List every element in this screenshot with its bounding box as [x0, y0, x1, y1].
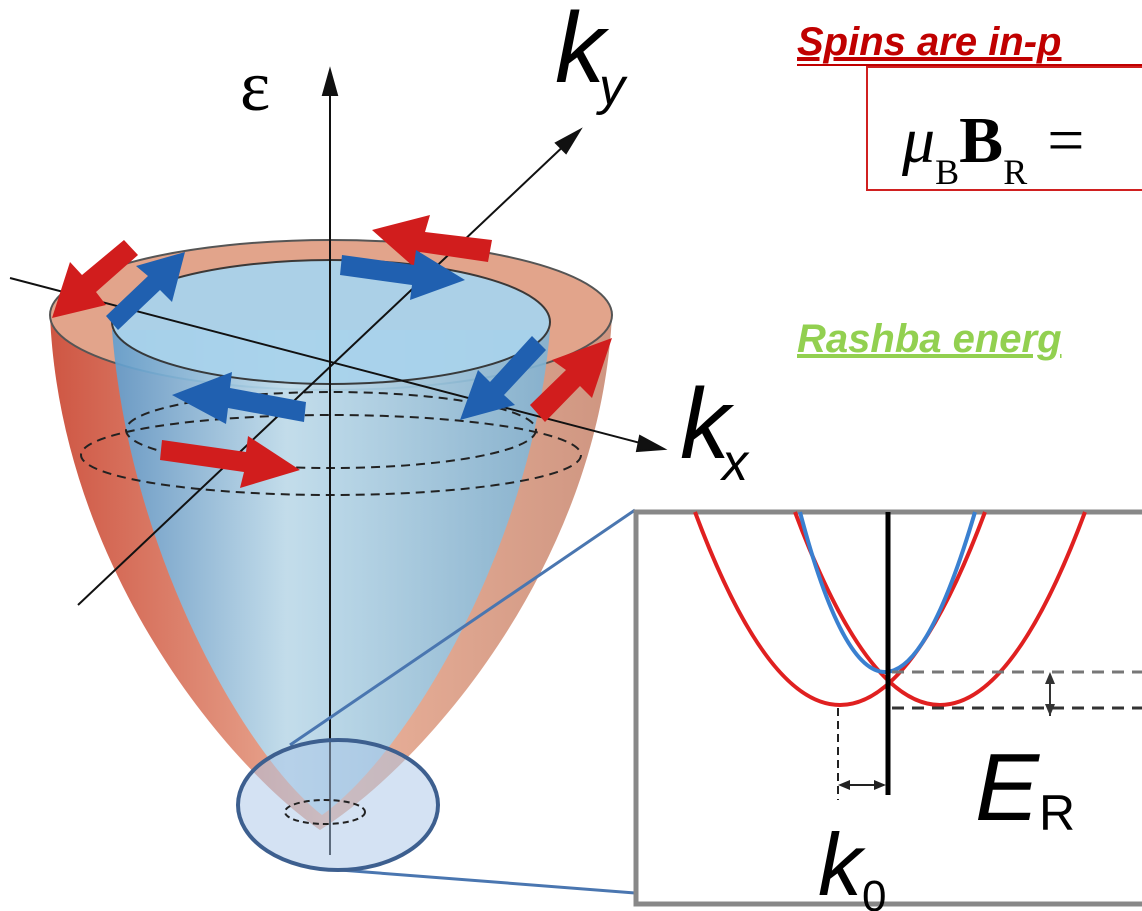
arrowhead — [323, 70, 337, 95]
inset: ER k0 — [636, 512, 1142, 911]
mu: μ — [901, 104, 935, 177]
mu-sub: B — [935, 152, 959, 192]
field: B — [959, 104, 1003, 177]
zoom-line — [340, 870, 635, 893]
kx-label: kx — [680, 368, 750, 492]
k0-sub: 0 — [862, 872, 886, 911]
heading: Spins are in-p — [797, 20, 1062, 64]
slide: ε ky kx ER k0 Spins are in-p μBBR= Rashb… — [0, 0, 1142, 911]
zoom-ellipse — [238, 740, 438, 870]
er-sub: R — [1039, 785, 1075, 841]
subheading: Rashba energ — [797, 317, 1062, 361]
er-base: E — [975, 734, 1040, 841]
arrowhead — [637, 436, 664, 451]
formula: μBBR= — [901, 104, 1084, 192]
k0-base: k — [818, 815, 866, 911]
ky-label: ky — [555, 0, 628, 116]
equals: = — [1047, 104, 1084, 177]
kx-sub: x — [719, 434, 750, 492]
field-sub: R — [1003, 152, 1027, 192]
energy-label: ε — [240, 46, 270, 126]
ky-sub: y — [596, 58, 628, 116]
